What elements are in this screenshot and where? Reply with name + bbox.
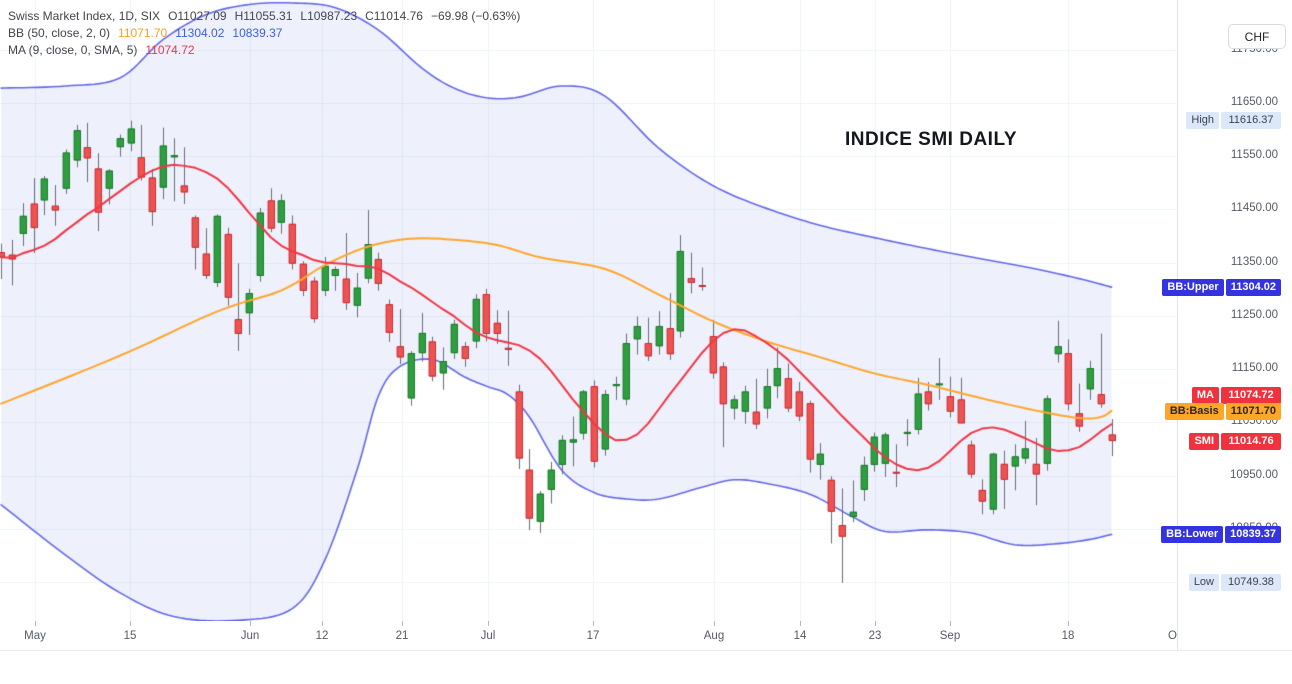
time-tick-18: 18: [1061, 630, 1075, 642]
time-tick-15: 15: [123, 630, 137, 642]
time-tick-may: May: [24, 630, 46, 642]
ohlc-open: O11027.09: [168, 9, 227, 23]
time-tick-mark: [950, 621, 951, 626]
axis-badge-ma-value: 11074.72: [1221, 386, 1281, 404]
price-axis[interactable]: 11750.0011650.0011550.0011450.0011350.00…: [1161, 0, 1292, 650]
axis-badge-bb-upper: BB:Upper 11304.02: [1162, 278, 1292, 296]
axis-badge-low-label: Low: [1188, 573, 1219, 591]
axis-badge-high: High 11616.37: [1178, 112, 1292, 130]
time-axis[interactable]: May15Jun1221Jul17Aug1423Sep18Oct: [0, 621, 1292, 650]
time-tick-mark: [714, 621, 715, 626]
chart-title-annotation[interactable]: INDICE SMI DAILY: [845, 129, 1017, 150]
axis-badge-ma-label: MA: [1191, 386, 1219, 404]
price-tick-11550: 11550.00: [1230, 149, 1278, 162]
axis-badge-low: Low 10749.38: [1178, 573, 1292, 591]
time-tick-mark: [593, 621, 594, 626]
axis-badge-smi-value: 11014.76: [1221, 432, 1281, 450]
time-tick-jun: Jun: [240, 630, 260, 642]
chart-canvas[interactable]: [0, 0, 1177, 621]
bb-basis-value: 11071.70: [118, 26, 168, 40]
ohlc-high: H11055.31: [234, 9, 293, 23]
price-tick-10950: 10950.00: [1230, 468, 1278, 481]
legend-ma-row[interactable]: MA (9, close, 0, SMA, 5) 11074.72: [8, 42, 528, 59]
time-tick-aug: Aug: [703, 630, 725, 642]
axis-badge-bb-lower-value: 10839.37: [1225, 525, 1281, 543]
axis-badge-bb-basis-value: 11071.70: [1225, 403, 1281, 421]
time-tick-12: 12: [315, 630, 329, 642]
axis-badge-bb-lower: BB:Lower 10839.37: [1161, 525, 1292, 543]
bb-indicator-label: BB (50, close, 2, 0): [8, 26, 111, 40]
axis-badge-ma: MA 11074.72: [1178, 386, 1292, 404]
price-tick-11450: 11450.00: [1230, 202, 1278, 215]
time-tick-mark: [322, 621, 323, 626]
time-tick-mark: [250, 621, 251, 626]
axis-badge-low-value: 10749.38: [1221, 573, 1281, 591]
time-tick-23: 23: [868, 630, 882, 642]
time-tick-jul: Jul: [480, 630, 496, 642]
time-tick-17: 17: [586, 630, 600, 642]
chart-plot-area: Swiss Market Index, 1D, SIX O11027.09 H110…: [0, 0, 1177, 621]
time-tick-mark: [1068, 621, 1069, 626]
axis-badge-high-value: 11616.37: [1221, 112, 1281, 130]
time-tick-mark: [130, 621, 131, 626]
axis-badge-bb-basis: BB:Basis 11071.70: [1164, 403, 1292, 421]
axis-badge-bb-upper-value: 11304.02: [1225, 278, 1281, 296]
price-tick-11250: 11250.00: [1230, 308, 1278, 321]
time-tick-14: 14: [793, 630, 807, 642]
bb-upper-value: 11304.02: [175, 26, 225, 40]
currency-button[interactable]: CHF: [1228, 24, 1286, 49]
axis-badge-high-label: High: [1186, 112, 1219, 130]
ma-value: 11074.72: [145, 43, 195, 57]
legend-symbol-row[interactable]: Swiss Market Index, 1D, SIX O11027.09 H110…: [8, 8, 528, 25]
axis-badge-smi-label: SMI: [1189, 432, 1219, 450]
ohlc-change: −69.98 (−0.63%): [430, 9, 521, 23]
axis-badge-bb-basis-label: BB:Basis: [1164, 403, 1224, 421]
price-tick-11350: 11350.00: [1230, 255, 1278, 268]
price-tick-11150: 11150.00: [1231, 362, 1278, 375]
time-tick-mark: [875, 621, 876, 626]
time-tick-mark: [800, 621, 801, 626]
axis-badge-bb-upper-label: BB:Upper: [1162, 278, 1224, 296]
time-tick-21: 21: [395, 630, 409, 642]
ma-indicator-label: MA (9, close, 0, SMA, 5): [8, 43, 138, 57]
axis-badge-smi: SMI 11014.76: [1178, 432, 1292, 450]
time-tick-mark: [35, 621, 36, 626]
time-tick-mark: [488, 621, 489, 626]
time-tick-sep: Sep: [939, 630, 961, 642]
axis-badge-bb-lower-label: BB:Lower: [1161, 525, 1224, 543]
legend-bb-row[interactable]: BB (50, close, 2, 0) 11071.70 11304.02 1083…: [8, 25, 528, 42]
ohlc-close: C11014.76: [365, 9, 423, 23]
axis-bottom-border: [0, 650, 1292, 651]
bb-lower-value: 10839.37: [232, 26, 283, 40]
symbol-title: Swiss Market Index, 1D, SIX: [8, 9, 161, 23]
ohlc-low: L10987.23: [300, 9, 358, 23]
legend: Swiss Market Index, 1D, SIX O11027.09 H110…: [8, 8, 528, 59]
price-tick-11650: 11650.00: [1230, 96, 1278, 108]
time-tick-mark: [402, 621, 403, 626]
